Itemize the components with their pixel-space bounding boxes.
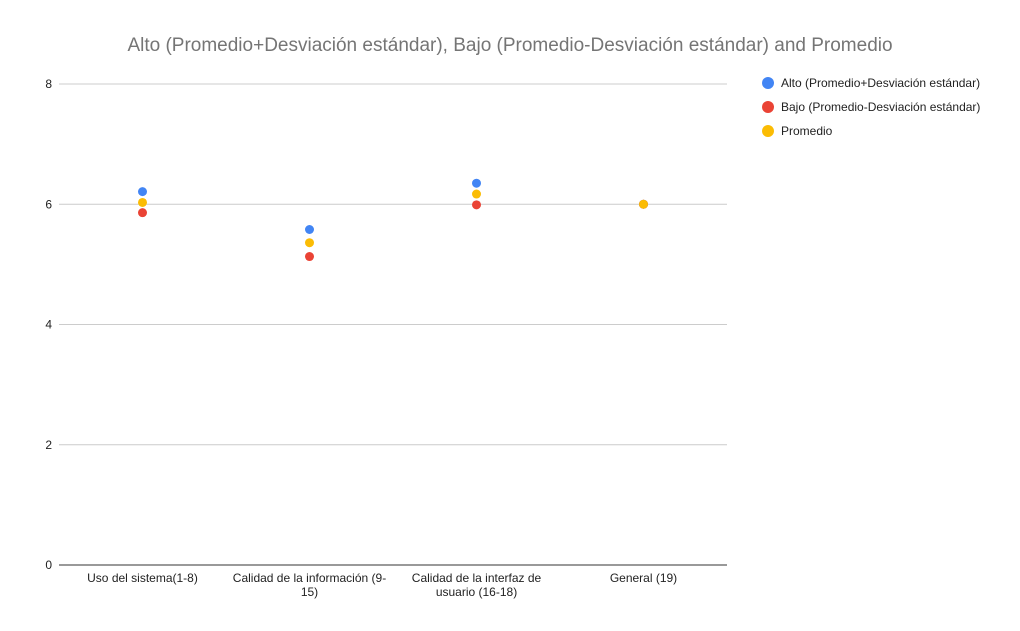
- y-tick-label: 8: [45, 77, 52, 91]
- legend-label: Alto (Promedio+Desviación estándar): [781, 76, 980, 90]
- data-point: [305, 225, 314, 235]
- x-axis-tick-labels: Uso del sistema(1-8) Calidad de la inform…: [87, 571, 677, 599]
- gridlines: [59, 83, 727, 566]
- legend-marker-icon: [762, 77, 774, 89]
- data-point: [472, 178, 481, 188]
- y-tick-label: 6: [45, 197, 52, 211]
- data-point: [138, 187, 147, 197]
- data-point: [472, 189, 481, 199]
- y-axis-tick-labels: 0 2 4 6 8: [45, 77, 52, 572]
- x-tick-label: Calidad de la información (9-15): [233, 571, 386, 599]
- y-tick-label: 0: [45, 558, 52, 572]
- legend-label: Promedio: [781, 124, 833, 138]
- legend-label: Bajo (Promedio-Desviación estándar): [781, 100, 980, 114]
- x-tick-label: Uso del sistema(1-8): [87, 571, 198, 585]
- y-tick-label: 2: [45, 438, 52, 452]
- data-point: [138, 197, 147, 207]
- data-point: [305, 252, 314, 262]
- legend-item: Promedio: [762, 124, 833, 138]
- legend: Alto (Promedio+Desviación estándar) Bajo …: [762, 76, 980, 138]
- x-tick-label: Calidad de la interfaz de usuario (16-18): [412, 571, 542, 599]
- x-tick-label: General (19): [610, 571, 677, 585]
- legend-item: Bajo (Promedio-Desviación estándar): [762, 100, 980, 114]
- data-point: [639, 199, 648, 209]
- data-point: [138, 208, 147, 218]
- data-point: [472, 200, 481, 210]
- data-point: [305, 238, 314, 248]
- chart-title: Alto (Promedio+Desviación estándar), Baj…: [127, 35, 892, 56]
- legend-item: Alto (Promedio+Desviación estándar): [762, 76, 980, 90]
- legend-marker-icon: [762, 125, 774, 137]
- y-tick-label: 4: [45, 318, 52, 332]
- data-points: [138, 178, 648, 262]
- legend-marker-icon: [762, 101, 774, 113]
